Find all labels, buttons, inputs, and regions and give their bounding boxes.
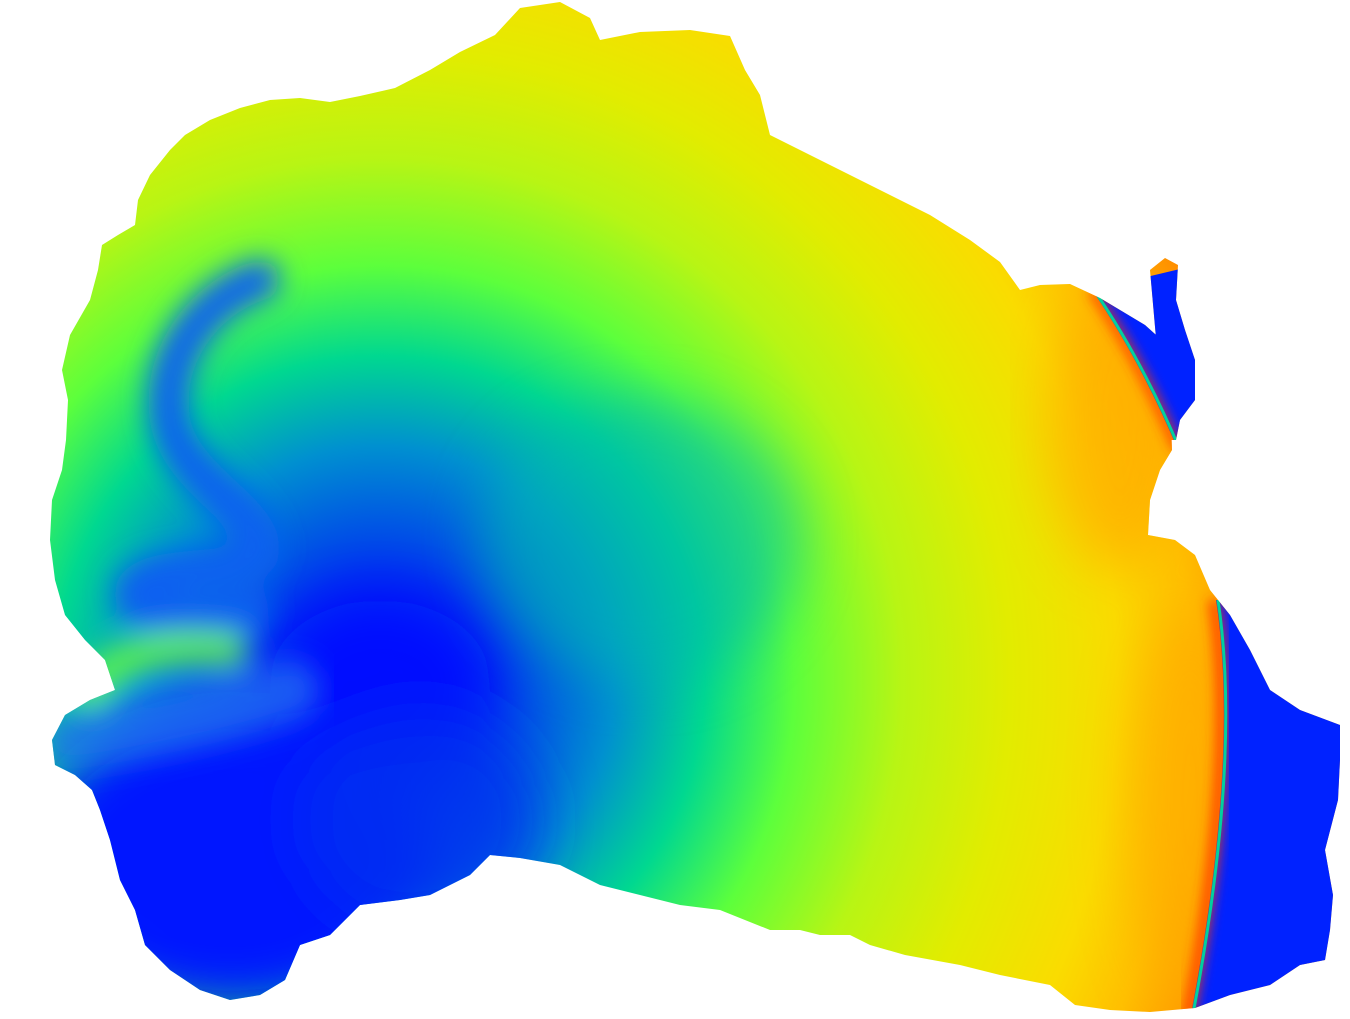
sharp-front-line [1088,287,1228,1012]
